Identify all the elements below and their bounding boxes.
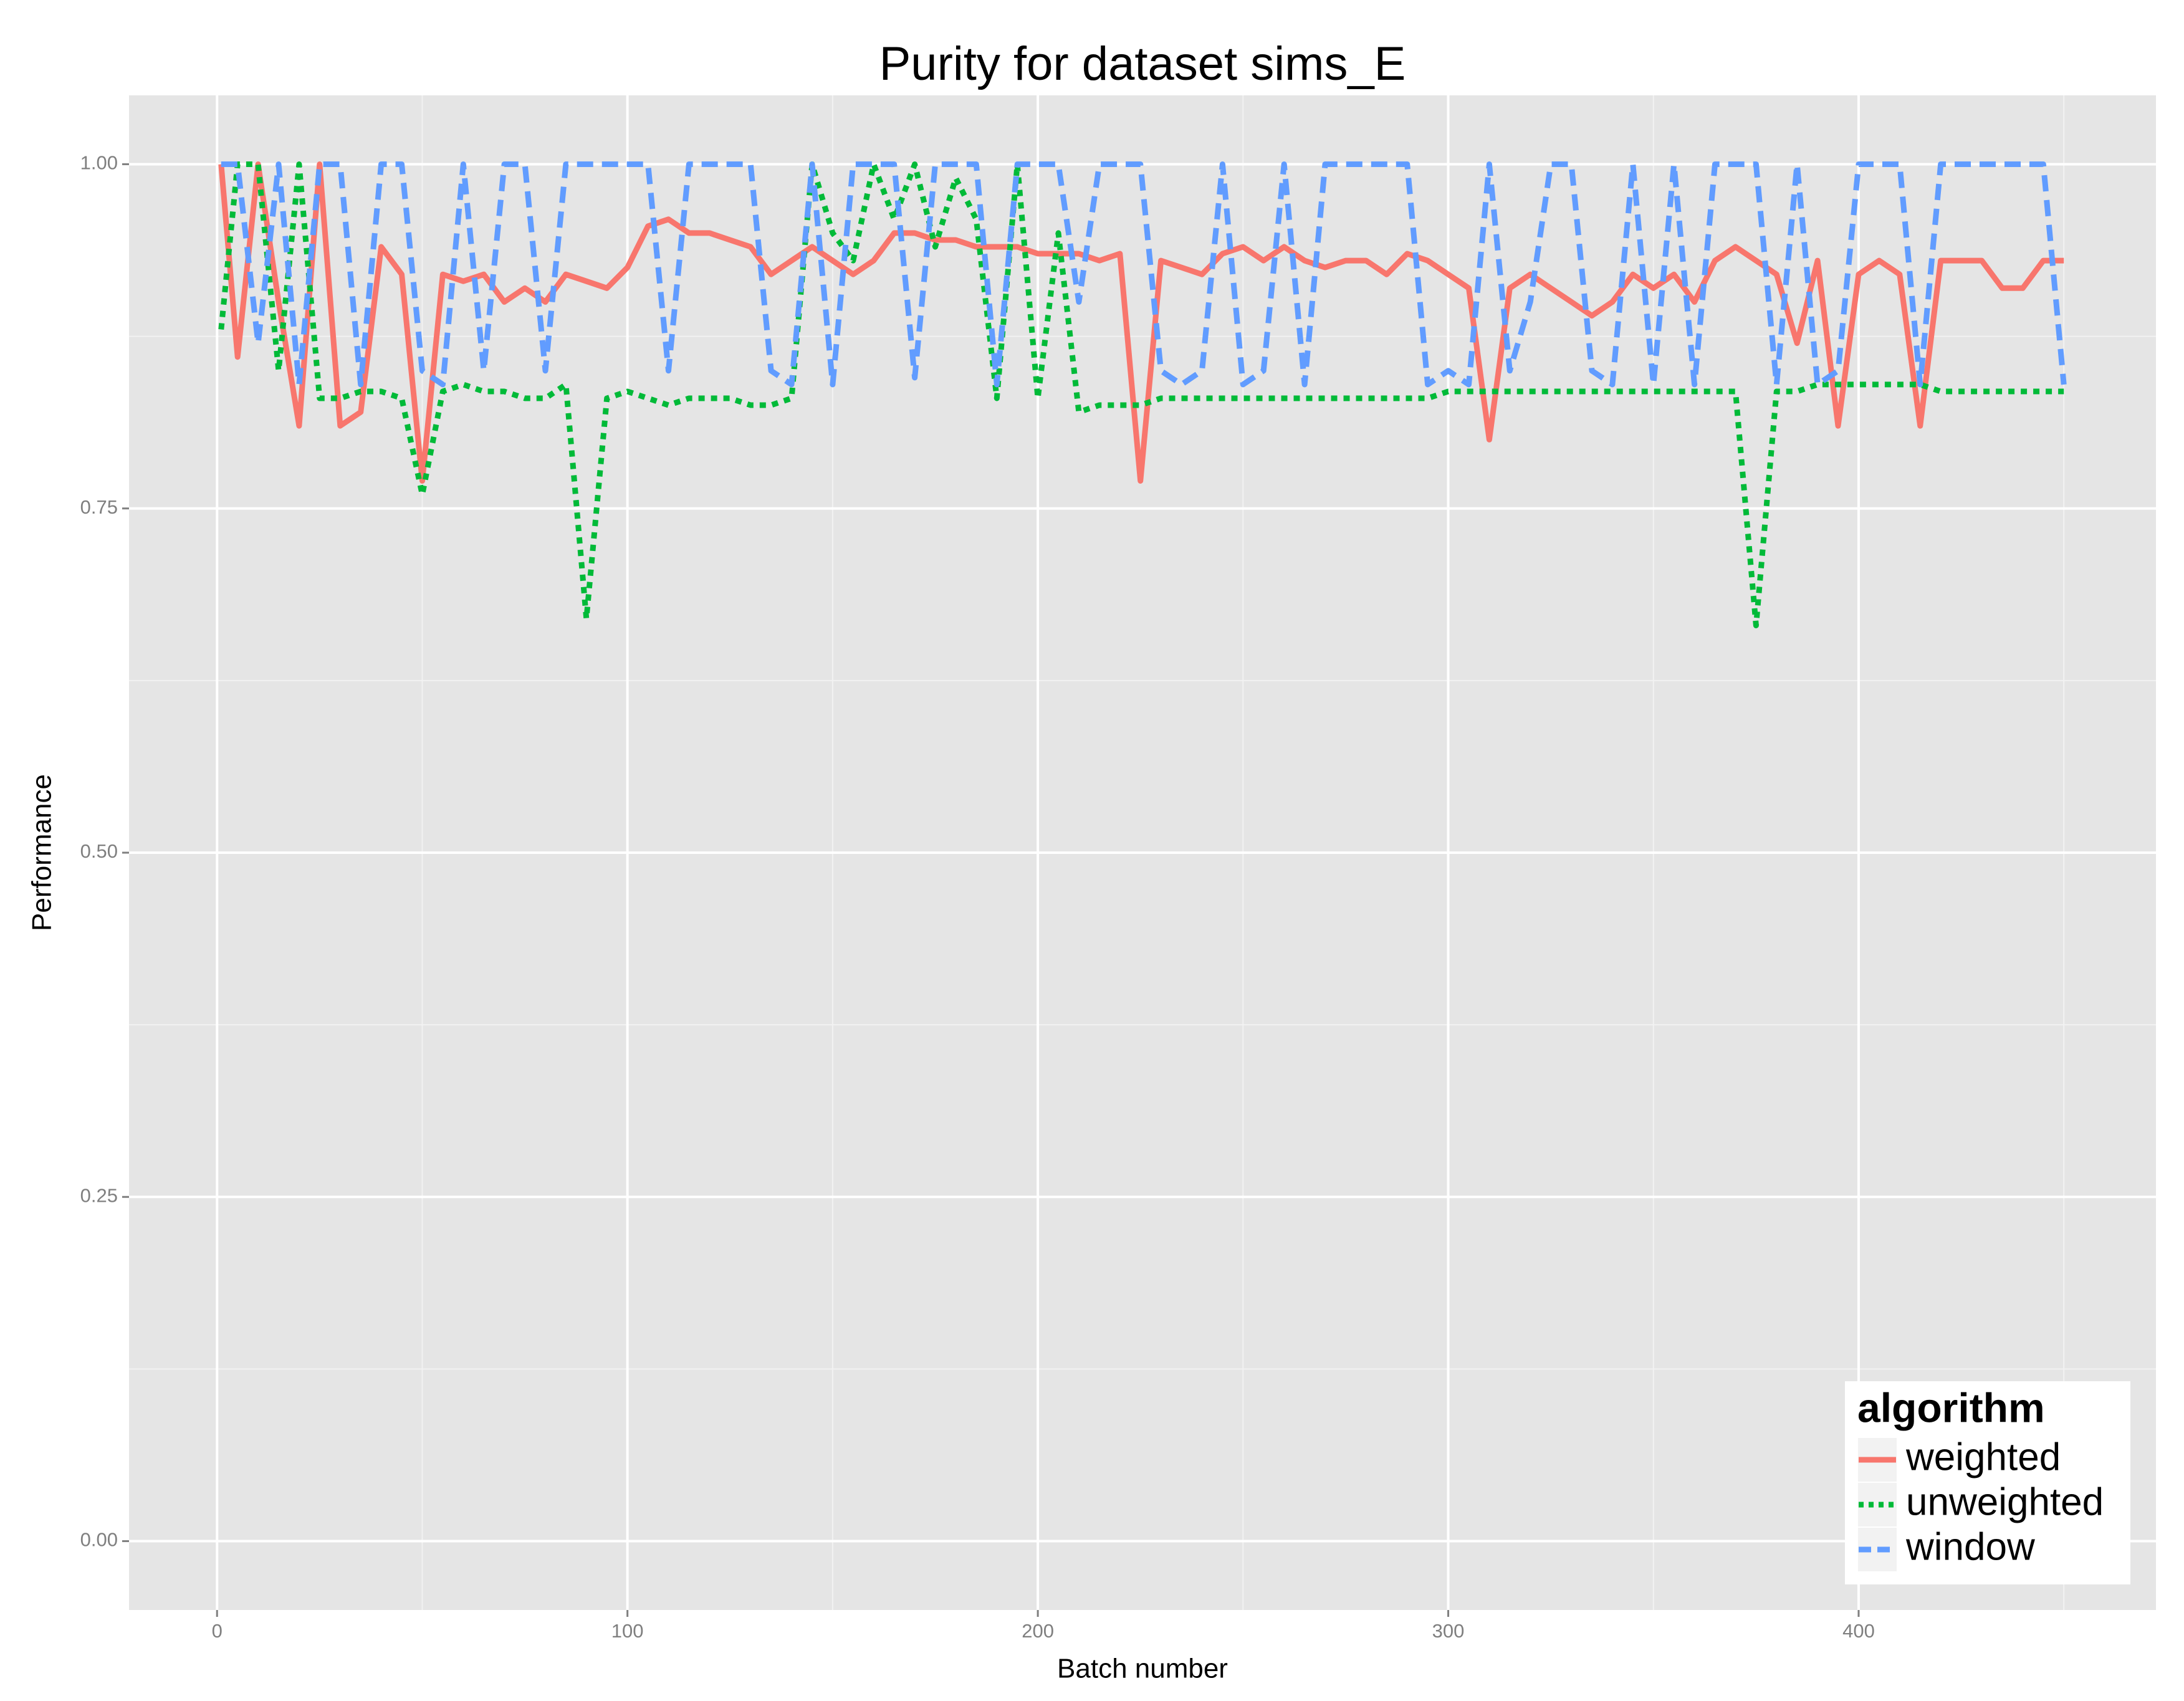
y-axis-title: Performance — [27, 774, 57, 931]
grid — [129, 95, 2156, 1610]
y-tick-label: 1.00 — [80, 152, 118, 174]
y-tick-label: 0.00 — [80, 1529, 118, 1551]
x-tick-label: 100 — [611, 1620, 644, 1642]
x-tick-label: 300 — [1432, 1620, 1465, 1642]
x-tick-label: 400 — [1842, 1620, 1875, 1642]
chart-title: Purity for dataset sims_E — [879, 37, 1406, 90]
y-tick-label: 0.25 — [80, 1184, 118, 1206]
y-tick-label: 0.75 — [80, 496, 118, 518]
y-tick-label: 0.50 — [80, 840, 118, 862]
series-line — [218, 161, 2064, 484]
x-tick-label: 0 — [212, 1620, 223, 1642]
legend-label: weighted — [1905, 1435, 2061, 1478]
series-line — [218, 161, 2064, 628]
series-line — [221, 161, 2067, 388]
x-axis-title: Batch number — [1057, 1654, 1228, 1684]
x-tick-label: 200 — [1022, 1620, 1054, 1642]
legend-label: unweighted — [1906, 1480, 2104, 1523]
legend-label: window — [1905, 1525, 2035, 1568]
legend-title: algorithm — [1857, 1384, 2045, 1430]
